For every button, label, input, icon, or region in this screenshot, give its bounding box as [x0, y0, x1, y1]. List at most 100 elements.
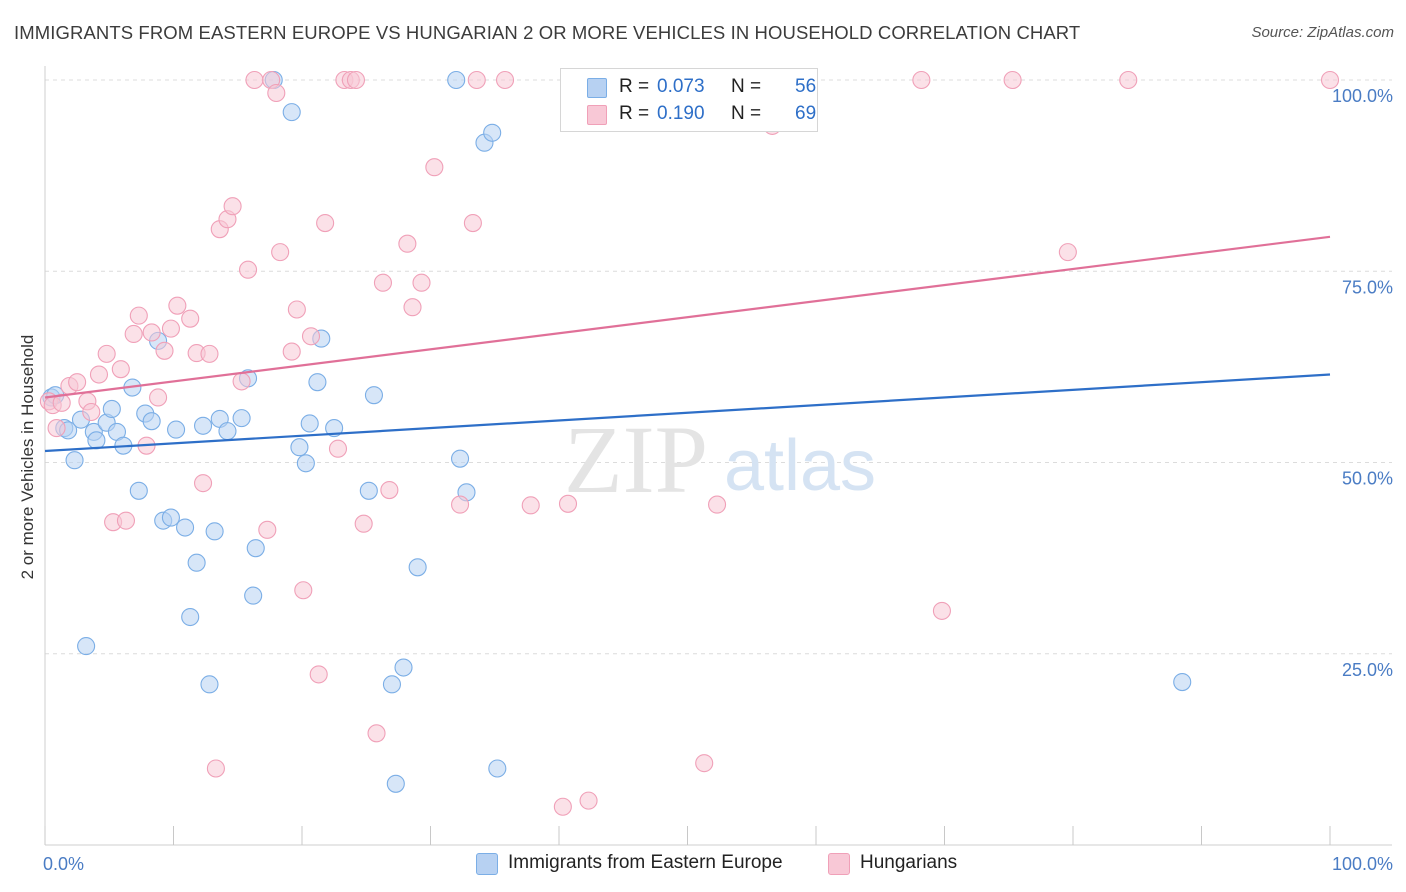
data-point — [316, 214, 335, 233]
data-point — [102, 399, 121, 419]
watermark-atlas: atlas — [724, 426, 876, 506]
data-point — [308, 373, 327, 392]
data-point — [167, 420, 186, 439]
data-point — [218, 422, 237, 441]
data-point — [47, 419, 66, 438]
data-point — [1173, 673, 1192, 692]
data-point — [271, 243, 290, 262]
legend-n-label: N = — [731, 76, 762, 97]
data-point — [463, 214, 482, 233]
data-point — [558, 494, 578, 513]
data-point — [373, 273, 393, 292]
data-point — [223, 197, 242, 216]
data-point — [200, 675, 219, 694]
data-point — [579, 791, 598, 810]
data-point — [232, 409, 251, 428]
data-point — [142, 323, 161, 342]
data-point — [111, 360, 130, 379]
data-point — [287, 300, 306, 319]
y-tick-label: 100.0% — [1332, 86, 1393, 106]
data-point — [394, 658, 413, 677]
x-tick-label: 0.0% — [43, 854, 84, 874]
data-point — [483, 123, 502, 142]
data-point — [65, 451, 84, 470]
trend-lines — [44, 235, 1331, 453]
data-point — [408, 558, 427, 577]
data-point — [187, 553, 206, 572]
data-point — [200, 344, 219, 363]
data-point — [1058, 243, 1077, 262]
data-point — [1119, 70, 1138, 90]
data-point — [246, 539, 265, 558]
data-point — [425, 158, 444, 177]
data-point — [346, 70, 366, 90]
data-point — [1320, 70, 1340, 90]
data-point — [77, 637, 96, 656]
y-tick-label: 25.0% — [1342, 660, 1393, 680]
data-point — [168, 296, 187, 315]
data-point — [300, 414, 319, 433]
grid-lines — [45, 79, 1392, 655]
chart-source: Source: ZipAtlas.com — [1251, 24, 1394, 41]
data-point — [149, 388, 168, 407]
correlation-legend: R = 0.073 N = 56 R = 0.190 N = 69 — [560, 68, 818, 132]
y-tick-label: 50.0% — [1342, 469, 1393, 489]
data-point — [495, 70, 515, 90]
legend-swatch-blue — [587, 78, 607, 98]
trend-line-eastern-europe — [44, 373, 1331, 453]
legend-swatch-blue — [476, 853, 498, 875]
data-point — [258, 520, 277, 539]
legend-swatch-pink — [587, 105, 607, 125]
data-point — [282, 342, 301, 361]
legend-swatch-pink — [828, 853, 850, 875]
axes — [44, 66, 1392, 846]
data-point — [89, 365, 109, 384]
data-point — [467, 70, 486, 90]
data-point — [97, 344, 116, 363]
data-point — [403, 298, 422, 317]
data-point — [932, 601, 951, 620]
data-point — [301, 327, 321, 346]
series-hungarians-points — [39, 70, 1340, 816]
data-point — [129, 306, 148, 325]
data-point — [68, 373, 87, 392]
data-point — [161, 319, 180, 338]
data-point — [205, 522, 224, 541]
data-point — [129, 481, 148, 500]
legend-label: Hungarians — [860, 852, 958, 873]
data-point — [912, 70, 931, 90]
legend-r-label: R = — [619, 103, 650, 124]
data-point — [232, 372, 251, 391]
data-point — [282, 103, 301, 122]
data-point — [176, 518, 195, 537]
data-point — [553, 797, 572, 816]
data-point — [181, 607, 200, 627]
data-point — [124, 324, 143, 344]
data-point — [267, 83, 286, 103]
legend-n-label: N = — [731, 103, 762, 124]
data-point — [354, 514, 373, 533]
tick-labels: 25.0% 50.0% 75.0% 100.0% 0.0% 100.0% — [43, 86, 1393, 874]
legend-r-value: 0.190 — [657, 103, 705, 124]
data-point — [206, 759, 225, 778]
data-point — [161, 508, 180, 527]
data-point — [708, 495, 727, 514]
legend-r-label: R = — [619, 76, 650, 97]
y-tick-label: 75.0% — [1342, 277, 1393, 297]
legend-n-value: 56 — [795, 76, 817, 97]
trend-line-hungarians — [44, 235, 1331, 399]
data-point — [155, 341, 174, 360]
watermark-zip: ZIP — [564, 406, 708, 513]
data-point — [294, 581, 313, 600]
legend-n-value: 69 — [795, 103, 817, 124]
data-point — [328, 439, 348, 458]
data-point — [238, 260, 258, 279]
data-point — [447, 70, 466, 90]
data-point — [194, 416, 213, 435]
data-point — [309, 665, 328, 684]
data-point — [245, 70, 264, 90]
data-point — [142, 412, 161, 431]
data-point — [382, 675, 402, 694]
data-point — [695, 754, 714, 773]
